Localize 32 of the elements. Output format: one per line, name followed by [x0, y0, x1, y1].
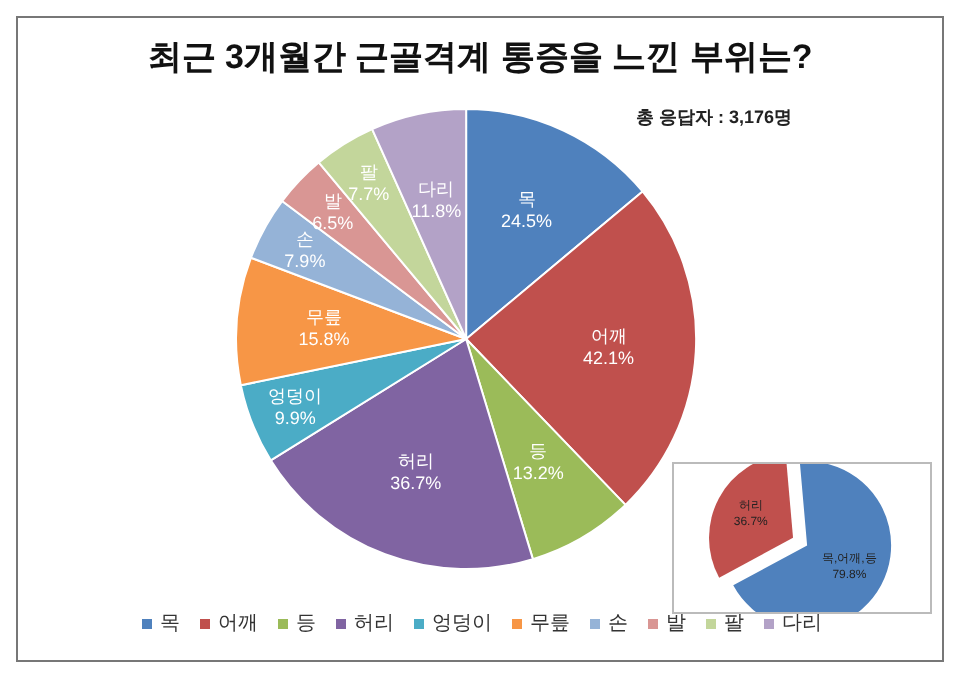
- legend-label: 엉덩이: [432, 613, 492, 635]
- slice-label: 등: [529, 441, 548, 462]
- legend-label: 손: [608, 613, 628, 635]
- legend-label: 허리: [354, 613, 394, 635]
- slice-label: 다리: [418, 178, 455, 199]
- data-label: 7.7%: [348, 183, 390, 204]
- legend-label: 어깨: [218, 613, 258, 635]
- data-label: 9.9%: [274, 408, 316, 429]
- slice-label: 발: [323, 191, 342, 212]
- slice-label: 팔: [359, 161, 378, 182]
- data-label: 36.7%: [390, 473, 442, 494]
- slice-label: 엉덩이: [268, 386, 323, 407]
- legend-label: 무릎: [530, 613, 570, 635]
- slice-label: 손: [295, 229, 314, 250]
- legend-label: 발: [666, 613, 686, 635]
- data-label: 15.8%: [298, 328, 350, 349]
- slice-label: 어깨: [590, 325, 627, 346]
- data-label: 6.5%: [312, 213, 354, 234]
- legend-label: 다리: [782, 613, 822, 635]
- chart-subtitle: 총 응답자 : 3,176명: [635, 107, 793, 127]
- slice-label: 목: [517, 188, 536, 209]
- data-label: 11.8%: [411, 200, 462, 221]
- legend-label: 등: [296, 613, 316, 635]
- data-label: 42.1%: [583, 347, 635, 368]
- data-label: 24.5%: [500, 210, 553, 231]
- data-label: 7.9%: [284, 251, 326, 272]
- data-label: 13.2%: [512, 463, 564, 484]
- legend-label: 목: [160, 613, 180, 635]
- legend-label: 팔: [724, 613, 744, 635]
- chart-title: 최근 3개월간 근골격계 통증을 느낀 부위는?: [147, 38, 813, 76]
- slice-label: 허리: [397, 451, 434, 472]
- slice-label: 무릎: [305, 306, 342, 327]
